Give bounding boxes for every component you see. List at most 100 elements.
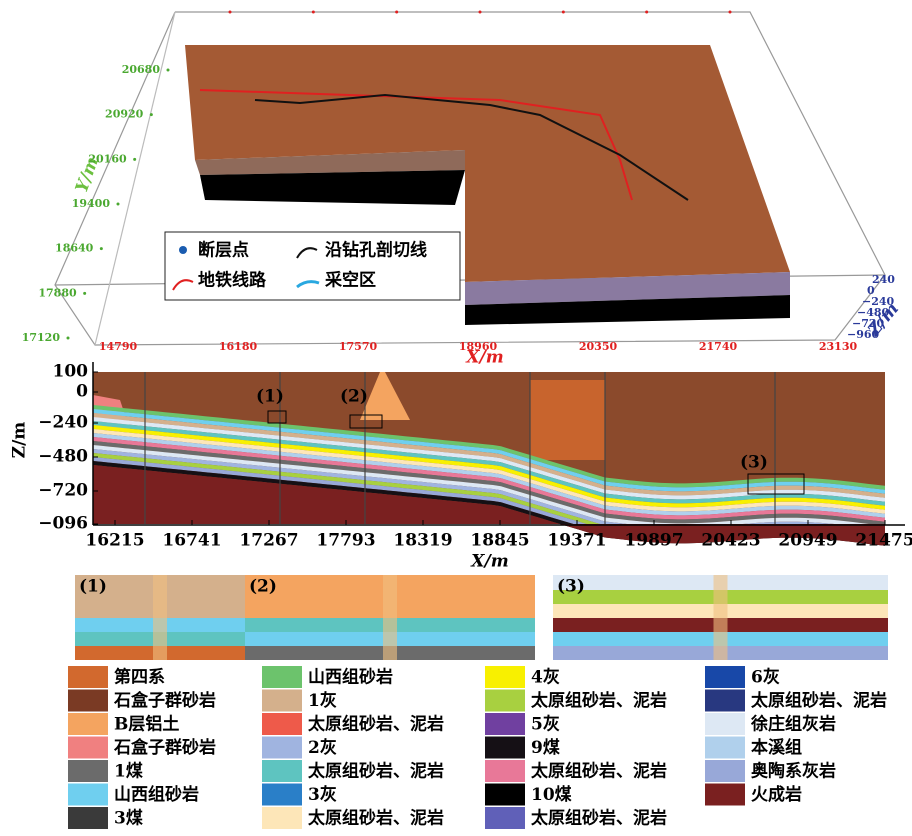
legend-swatch	[485, 760, 525, 782]
legend-swatch	[68, 713, 108, 735]
model-layers	[465, 272, 790, 305]
tick-dot	[166, 68, 170, 72]
borehole	[713, 575, 728, 660]
y-tick-label: 20920	[105, 108, 144, 121]
y-tick-label: 0	[76, 382, 88, 402]
x-tick-label: 20350	[579, 340, 618, 353]
legend-label: 太原组砂岩、泥岩	[308, 761, 444, 782]
legend-swatch	[705, 689, 745, 712]
legend-swatch	[262, 713, 302, 735]
legend-swatch	[705, 783, 745, 806]
legend-label: 10煤	[531, 784, 572, 805]
stratum	[93, 453, 885, 538]
legend-label: 3煤	[114, 808, 143, 829]
x-tick-label: 21475	[855, 531, 912, 551]
stratum	[93, 429, 885, 514]
legend-marker	[296, 247, 318, 259]
stratum	[93, 445, 885, 530]
y-tick-label: 100	[53, 362, 89, 382]
insets: (1) (2) (3)	[75, 575, 888, 660]
tick-dot	[99, 247, 103, 251]
x-tick-label: 18319	[393, 531, 452, 551]
legend-label: 火成岩	[751, 784, 802, 805]
y-tick-label: 20160	[88, 152, 127, 165]
borehole	[383, 575, 397, 660]
x-tick-label: 20949	[778, 531, 837, 551]
y-tick-label: 17120	[22, 331, 61, 344]
legend-swatch	[262, 807, 302, 829]
callout-box	[349, 414, 383, 429]
legend-box	[164, 231, 461, 301]
legend-label: 太原组砂岩、泥岩	[308, 808, 444, 829]
tick-dot	[311, 10, 315, 14]
legend-label: 4灰	[531, 667, 560, 688]
legend-label: 2灰	[308, 737, 337, 758]
stratum	[93, 433, 885, 518]
borehole	[153, 575, 167, 660]
legend-swatch	[68, 760, 108, 782]
stratum	[93, 413, 885, 498]
legend-label: 5灰	[531, 714, 560, 735]
x-axis-label: X/m	[465, 348, 503, 368]
stratum	[93, 421, 885, 506]
legend-swatch	[68, 689, 108, 712]
legend-label: 太原组砂岩、泥岩	[531, 761, 667, 782]
model-top	[185, 45, 790, 282]
legend-swatch	[68, 783, 108, 806]
legend-swatch	[485, 689, 525, 712]
legend-swatch	[705, 760, 745, 782]
stratum	[93, 449, 885, 534]
y-tick-label: 18640	[55, 242, 94, 255]
x-tick-label: 16215	[85, 531, 144, 551]
legend-swatch	[262, 783, 302, 806]
legend-swatch	[262, 666, 302, 688]
z-tick-label: 0	[867, 284, 875, 297]
legend-label: 3灰	[308, 784, 337, 805]
legend-marker	[179, 246, 187, 254]
z-tick-label: −240	[862, 295, 895, 308]
legend-swatch	[485, 713, 525, 735]
legend-label: 太原组砂岩、泥岩	[531, 690, 667, 711]
legend-label: 地铁线路	[198, 270, 267, 291]
legend-swatch	[705, 713, 745, 735]
legend-label: 山西组砂岩	[308, 667, 393, 688]
tick-dot	[728, 10, 732, 14]
legend-label: 本溪组	[751, 737, 802, 758]
x-tick-label: 17793	[316, 531, 375, 551]
y-tick-label: −096	[38, 514, 88, 534]
legend-swatch	[705, 666, 745, 688]
legend-swatch	[262, 760, 302, 782]
legend-marker	[172, 279, 194, 291]
z-tick-label: −480	[857, 306, 890, 319]
x-tick-label: 17267	[239, 531, 298, 551]
legend-swatch	[68, 807, 108, 829]
stratum	[93, 437, 885, 522]
legend-swatch	[262, 689, 302, 712]
legend-swatch	[262, 736, 302, 759]
legend-label: 6灰	[751, 667, 780, 688]
tick-dot	[645, 10, 649, 14]
stratum	[93, 457, 885, 542]
legend-label: 1灰	[308, 690, 337, 711]
model-base	[465, 295, 790, 325]
y-tick-label: −720	[38, 481, 88, 501]
cut-line	[254, 93, 689, 201]
callout-box	[747, 473, 805, 495]
inset-label: (2)	[249, 577, 277, 597]
legend-label: 1煤	[114, 761, 143, 782]
stratum	[93, 461, 885, 546]
legend-label: 徐庄组灰岩	[750, 714, 836, 735]
tick-dot	[228, 10, 232, 14]
y-axis-label: Z/m	[10, 422, 30, 459]
inset-label: (3)	[557, 577, 585, 597]
z-tick-label: −960	[847, 328, 880, 341]
legend-swatch	[485, 783, 525, 806]
legend-label: 太原组砂岩、泥岩	[308, 714, 444, 735]
tick-dot	[116, 202, 120, 206]
stratum	[93, 405, 885, 490]
legend-swatch	[485, 736, 525, 759]
x-tick-label: 21740	[699, 340, 738, 353]
callout-label: (2)	[340, 387, 368, 407]
x-tick-label: 20423	[701, 531, 760, 551]
